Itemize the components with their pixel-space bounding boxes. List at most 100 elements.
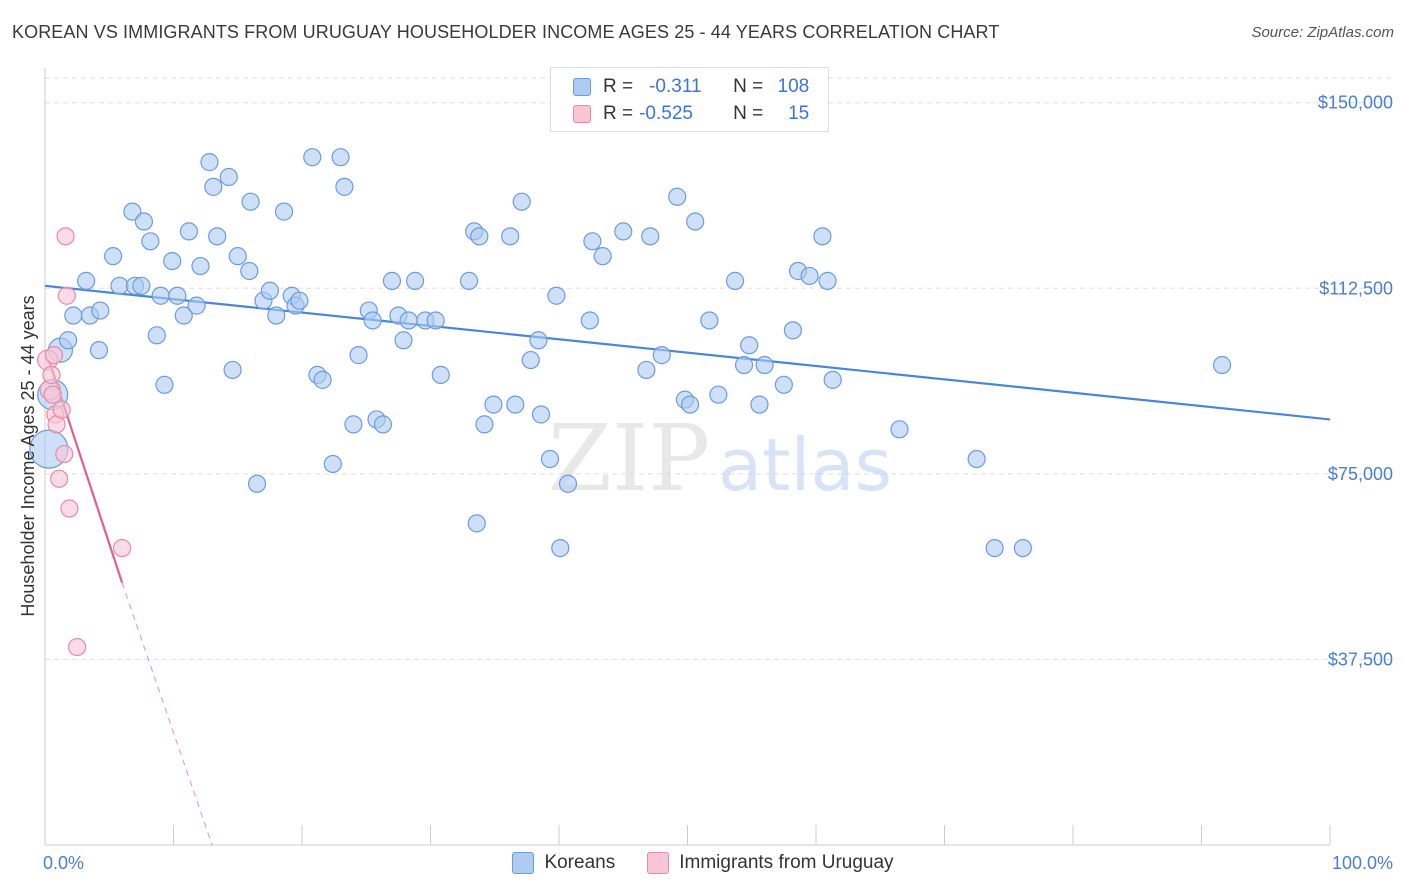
- point-koreans: [641, 227, 660, 246]
- x-tick-label: 100.0%: [1332, 853, 1393, 873]
- point-koreans: [191, 256, 210, 276]
- point-uruguay: [42, 365, 61, 385]
- point-koreans: [1212, 355, 1232, 375]
- point-koreans: [373, 415, 393, 434]
- point-koreans: [668, 187, 687, 206]
- point-koreans: [818, 271, 837, 290]
- chart-title: KOREAN VS IMMIGRANTS FROM URUGUAY HOUSEH…: [12, 22, 1000, 42]
- point-koreans: [247, 474, 267, 493]
- point-koreans: [985, 538, 1004, 558]
- point-koreans: [363, 311, 382, 330]
- point-koreans: [141, 232, 160, 251]
- y-tick-label: $112,500: [1319, 278, 1393, 298]
- legend-item-uruguay[interactable]: Immigrants from Uruguay: [647, 852, 894, 874]
- stats-row-koreans: R = -0.311 N = 108: [573, 75, 809, 99]
- point-koreans: [344, 415, 363, 434]
- point-koreans: [740, 336, 759, 355]
- n-value: 15: [788, 103, 810, 124]
- point-koreans: [405, 271, 425, 290]
- point-uruguay: [44, 346, 64, 365]
- point-koreans: [223, 360, 242, 380]
- point-koreans: [104, 247, 123, 266]
- point-koreans: [382, 271, 402, 290]
- r-label: R =: [603, 76, 634, 97]
- point-uruguay: [112, 538, 132, 558]
- legend-item-koreans[interactable]: Koreans: [512, 852, 615, 874]
- point-koreans: [750, 395, 769, 414]
- point-koreans: [529, 331, 548, 350]
- legend: Koreans Immigrants from Uruguay: [0, 852, 1406, 874]
- source-label: Source: ZipAtlas.com: [1251, 24, 1394, 41]
- point-koreans: [134, 212, 154, 231]
- point-koreans: [755, 355, 774, 375]
- point-uruguay: [56, 227, 75, 246]
- point-koreans: [540, 449, 560, 469]
- point-koreans: [800, 266, 819, 286]
- point-koreans: [501, 227, 520, 246]
- point-koreans: [734, 355, 754, 375]
- legend-swatch-uruguay: [647, 852, 670, 874]
- point-uruguay: [68, 637, 87, 657]
- point-koreans: [151, 286, 170, 305]
- point-koreans: [506, 395, 525, 414]
- point-koreans: [652, 346, 671, 365]
- watermark: ZIP atlas: [548, 405, 892, 512]
- point-koreans: [558, 474, 578, 493]
- koreans-swatch: [573, 78, 591, 96]
- point-koreans: [155, 375, 174, 394]
- trend-extension-uruguay: [121, 582, 213, 846]
- point-koreans: [637, 360, 656, 380]
- point-koreans: [89, 341, 109, 360]
- point-koreans: [204, 177, 223, 196]
- point-koreans: [228, 247, 247, 266]
- legend-swatch-koreans: [512, 852, 535, 874]
- point-koreans: [547, 286, 566, 305]
- point-koreans: [349, 346, 368, 365]
- point-koreans: [163, 251, 182, 271]
- point-koreans: [267, 306, 286, 325]
- point-koreans: [700, 311, 719, 330]
- point-koreans: [168, 286, 187, 305]
- point-koreans: [709, 385, 728, 404]
- point-uruguay: [52, 400, 71, 419]
- point-koreans: [132, 276, 151, 295]
- point-koreans: [240, 261, 259, 281]
- point-uruguay: [57, 286, 76, 305]
- point-koreans: [1013, 538, 1032, 558]
- uruguay-swatch: [573, 105, 591, 123]
- r-value: -0.525: [639, 103, 693, 124]
- point-uruguay: [55, 444, 74, 464]
- watermark-atlas: atlas: [718, 423, 892, 507]
- point-koreans: [475, 415, 494, 434]
- point-koreans: [123, 202, 142, 221]
- point-koreans: [583, 232, 602, 251]
- point-koreans: [823, 370, 842, 389]
- legend-label: Koreans: [544, 852, 616, 873]
- point-koreans: [110, 276, 129, 295]
- point-koreans: [219, 167, 238, 187]
- point-koreans: [426, 311, 445, 330]
- point-koreans: [512, 192, 531, 211]
- point-koreans: [783, 321, 802, 340]
- stats-row-uruguay: R = -0.525 N = 15: [573, 102, 809, 126]
- point-koreans: [813, 227, 832, 246]
- r-label: R =: [603, 103, 634, 124]
- y-tick-label: $150,000: [1318, 93, 1393, 113]
- point-koreans: [200, 153, 219, 172]
- point-koreans: [551, 538, 570, 558]
- point-koreans: [290, 291, 309, 310]
- point-koreans: [725, 271, 745, 290]
- point-koreans: [484, 395, 503, 414]
- point-koreans: [531, 405, 551, 424]
- point-koreans: [91, 301, 110, 320]
- point-koreans: [77, 271, 96, 290]
- gridlines: [45, 77, 1395, 660]
- point-koreans: [593, 247, 612, 266]
- y-tick-label: $75,000: [1328, 464, 1393, 484]
- point-koreans: [303, 148, 322, 167]
- n-value: 108: [777, 76, 810, 97]
- n-label: N =: [733, 103, 764, 124]
- n-label: N =: [733, 76, 764, 97]
- point-koreans: [335, 177, 354, 196]
